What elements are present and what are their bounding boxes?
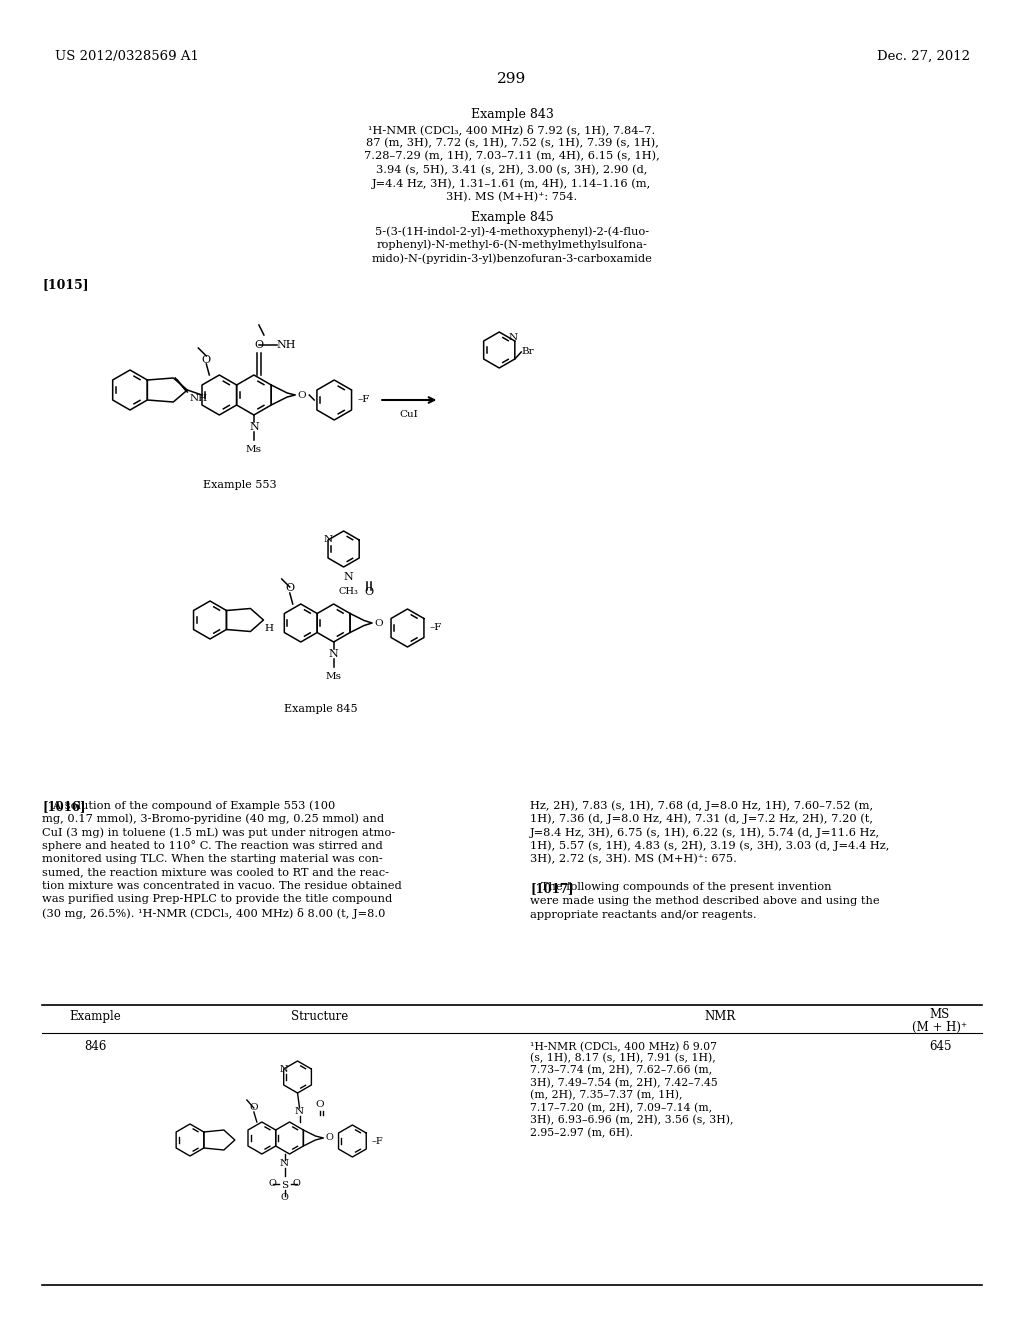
Text: monitored using TLC. When the starting material was con-: monitored using TLC. When the starting m… xyxy=(42,854,383,865)
Text: N: N xyxy=(249,422,259,432)
Text: –F: –F xyxy=(372,1137,383,1146)
Text: O: O xyxy=(254,341,263,350)
Text: rophenyl)-N-methyl-6-(N-methylmethylsulfona-: rophenyl)-N-methyl-6-(N-methylmethylsulf… xyxy=(377,239,647,249)
Text: Dec. 27, 2012: Dec. 27, 2012 xyxy=(877,50,970,63)
Text: CuI (3 mg) in toluene (1.5 mL) was put under nitrogen atmo-: CuI (3 mg) in toluene (1.5 mL) was put u… xyxy=(42,828,395,838)
Text: mido)-N-(pyridin-3-yl)benzofuran-3-carboxamide: mido)-N-(pyridin-3-yl)benzofuran-3-carbo… xyxy=(372,253,652,264)
Text: H: H xyxy=(264,624,273,634)
Text: NH: NH xyxy=(276,341,296,350)
Text: tion mixture was concentrated in vacuo. The residue obtained: tion mixture was concentrated in vacuo. … xyxy=(42,880,401,891)
Text: 87 (m, 3H), 7.72 (s, 1H), 7.52 (s, 1H), 7.39 (s, 1H),: 87 (m, 3H), 7.72 (s, 1H), 7.52 (s, 1H), … xyxy=(366,137,658,148)
Text: 645: 645 xyxy=(929,1040,951,1053)
Text: Structure: Structure xyxy=(292,1010,348,1023)
Text: The following compounds of the present invention: The following compounds of the present i… xyxy=(530,883,831,892)
Text: O: O xyxy=(315,1100,324,1109)
Text: O: O xyxy=(202,355,211,366)
Text: O: O xyxy=(268,1180,276,1188)
Text: were made using the method described above and using the: were made using the method described abo… xyxy=(530,896,880,906)
Text: O: O xyxy=(281,1193,289,1203)
Text: Example 553: Example 553 xyxy=(203,480,276,490)
Text: 7.17–7.20 (m, 2H), 7.09–7.14 (m,: 7.17–7.20 (m, 2H), 7.09–7.14 (m, xyxy=(530,1102,712,1113)
Text: 3H), 7.49–7.54 (m, 2H), 7.42–7.45: 3H), 7.49–7.54 (m, 2H), 7.42–7.45 xyxy=(530,1077,718,1088)
Text: CuI: CuI xyxy=(399,411,419,418)
Text: J=4.4 Hz, 3H), 1.31–1.61 (m, 4H), 1.14–1.16 (m,: J=4.4 Hz, 3H), 1.31–1.61 (m, 4H), 1.14–1… xyxy=(373,178,651,189)
Text: J=8.4 Hz, 3H), 6.75 (s, 1H), 6.22 (s, 1H), 5.74 (d, J=11.6 Hz,: J=8.4 Hz, 3H), 6.75 (s, 1H), 6.22 (s, 1H… xyxy=(530,828,880,838)
Text: Example: Example xyxy=(70,1010,121,1023)
Text: O: O xyxy=(374,619,383,627)
Text: N: N xyxy=(280,1159,289,1168)
Text: CH₃: CH₃ xyxy=(339,586,358,595)
Text: 299: 299 xyxy=(498,73,526,86)
Text: appropriate reactants and/or reagents.: appropriate reactants and/or reagents. xyxy=(530,909,757,920)
Text: N: N xyxy=(324,536,333,544)
Text: N: N xyxy=(295,1107,304,1117)
Text: ¹H-NMR (CDCl₃, 400 MHz) δ 9.07: ¹H-NMR (CDCl₃, 400 MHz) δ 9.07 xyxy=(530,1040,717,1051)
Text: S: S xyxy=(281,1181,288,1191)
Text: –F: –F xyxy=(429,623,441,632)
Text: ¹H-NMR (CDCl₃, 400 MHz) δ 7.92 (s, 1H), 7.84–7.: ¹H-NMR (CDCl₃, 400 MHz) δ 7.92 (s, 1H), … xyxy=(369,124,655,135)
Text: US 2012/0328569 A1: US 2012/0328569 A1 xyxy=(55,50,199,63)
Text: 7.73–7.74 (m, 2H), 7.62–7.66 (m,: 7.73–7.74 (m, 2H), 7.62–7.66 (m, xyxy=(530,1065,712,1076)
Text: 3H), 6.93–6.96 (m, 2H), 3.56 (s, 3H),: 3H), 6.93–6.96 (m, 2H), 3.56 (s, 3H), xyxy=(530,1115,733,1126)
Text: Example 845: Example 845 xyxy=(471,211,553,224)
Text: 5-(3-(1H-indol-2-yl)-4-methoxyphenyl)-2-(4-fluo-: 5-(3-(1H-indol-2-yl)-4-methoxyphenyl)-2-… xyxy=(375,226,649,236)
Text: N: N xyxy=(344,572,353,582)
Text: was purified using Prep-HPLC to provide the title compound: was purified using Prep-HPLC to provide … xyxy=(42,895,392,904)
Text: [1015]: [1015] xyxy=(42,279,89,290)
Text: (M + H)⁺: (M + H)⁺ xyxy=(912,1020,968,1034)
Text: O: O xyxy=(326,1134,333,1143)
Text: NH: NH xyxy=(189,393,208,403)
Text: N: N xyxy=(508,334,517,342)
Text: Hz, 2H), 7.83 (s, 1H), 7.68 (d, J=8.0 Hz, 1H), 7.60–7.52 (m,: Hz, 2H), 7.83 (s, 1H), 7.68 (d, J=8.0 Hz… xyxy=(530,800,873,810)
Text: N: N xyxy=(280,1064,288,1073)
Text: 3.94 (s, 5H), 3.41 (s, 2H), 3.00 (s, 3H), 2.90 (d,: 3.94 (s, 5H), 3.41 (s, 2H), 3.00 (s, 3H)… xyxy=(376,165,648,174)
Text: Br: Br xyxy=(521,347,534,356)
Text: O: O xyxy=(250,1104,258,1113)
Text: 3H), 2.72 (s, 3H). MS (M+H)⁺: 675.: 3H), 2.72 (s, 3H). MS (M+H)⁺: 675. xyxy=(530,854,737,865)
Text: Ms: Ms xyxy=(246,445,262,454)
Text: Example 843: Example 843 xyxy=(471,108,553,121)
Text: [1017]: [1017] xyxy=(530,883,573,895)
Text: 7.28–7.29 (m, 1H), 7.03–7.11 (m, 4H), 6.15 (s, 1H),: 7.28–7.29 (m, 1H), 7.03–7.11 (m, 4H), 6.… xyxy=(365,150,659,161)
Text: 1H), 5.57 (s, 1H), 4.83 (s, 2H), 3.19 (s, 3H), 3.03 (d, J=4.4 Hz,: 1H), 5.57 (s, 1H), 4.83 (s, 2H), 3.19 (s… xyxy=(530,841,890,851)
Text: O: O xyxy=(365,587,373,597)
Text: –F: –F xyxy=(357,396,370,404)
Text: mg, 0.17 mmol), 3-Bromo-pyridine (40 mg, 0.25 mmol) and: mg, 0.17 mmol), 3-Bromo-pyridine (40 mg,… xyxy=(42,813,384,824)
Text: NMR: NMR xyxy=(705,1010,735,1023)
Text: Ms: Ms xyxy=(326,672,342,681)
Text: (30 mg, 26.5%). ¹H-NMR (CDCl₃, 400 MHz) δ 8.00 (t, J=8.0: (30 mg, 26.5%). ¹H-NMR (CDCl₃, 400 MHz) … xyxy=(42,908,385,919)
Text: sumed, the reaction mixture was cooled to RT and the reac-: sumed, the reaction mixture was cooled t… xyxy=(42,867,389,878)
Text: 2.95–2.97 (m, 6H).: 2.95–2.97 (m, 6H). xyxy=(530,1127,633,1138)
Text: A solution of the compound of Example 553 (100: A solution of the compound of Example 55… xyxy=(42,800,335,810)
Text: N: N xyxy=(329,649,339,659)
Text: 846: 846 xyxy=(84,1040,106,1053)
Text: (m, 2H), 7.35–7.37 (m, 1H),: (m, 2H), 7.35–7.37 (m, 1H), xyxy=(530,1090,683,1101)
Text: (s, 1H), 8.17 (s, 1H), 7.91 (s, 1H),: (s, 1H), 8.17 (s, 1H), 7.91 (s, 1H), xyxy=(530,1052,716,1063)
Text: sphere and heated to 110° C. The reaction was stirred and: sphere and heated to 110° C. The reactio… xyxy=(42,841,383,851)
Text: O: O xyxy=(297,391,306,400)
Text: MS: MS xyxy=(930,1008,950,1020)
Text: O: O xyxy=(286,583,294,593)
Text: Example 845: Example 845 xyxy=(284,704,357,714)
Text: O: O xyxy=(293,1180,300,1188)
Text: [1016]: [1016] xyxy=(42,800,85,813)
Text: 3H). MS (M+H)⁺: 754.: 3H). MS (M+H)⁺: 754. xyxy=(446,191,578,202)
Text: 1H), 7.36 (d, J=8.0 Hz, 4H), 7.31 (d, J=7.2 Hz, 2H), 7.20 (t,: 1H), 7.36 (d, J=8.0 Hz, 4H), 7.31 (d, J=… xyxy=(530,813,873,824)
